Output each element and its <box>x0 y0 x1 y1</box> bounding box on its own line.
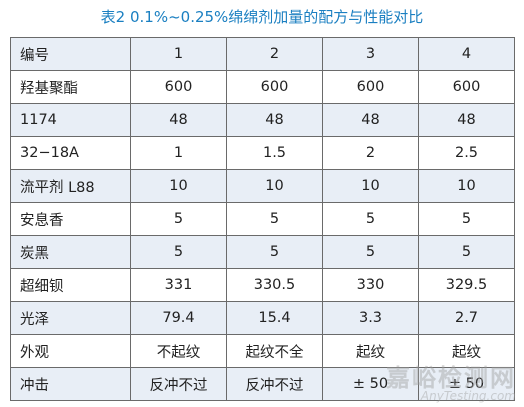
table-cell: 1.5 <box>226 136 323 170</box>
table-row: 冲击 反冲不过 反冲不过 ± 50 ± 50 <box>10 367 515 401</box>
table-cell: 48 <box>322 103 419 137</box>
table-cell: 起纹 <box>322 334 419 368</box>
row-label: 1174 <box>10 103 131 137</box>
table-cell: 5 <box>418 235 515 269</box>
table-cell: 331 <box>130 268 227 302</box>
header-cell-1: 1 <box>130 37 227 71</box>
table-cell: 330 <box>322 268 419 302</box>
table-row-header: 编号 1 2 3 4 <box>10 37 515 71</box>
formula-performance-table: 编号 1 2 3 4 羟基聚酯 600 600 600 600 1174 48 … <box>10 37 515 401</box>
row-label: 羟基聚酯 <box>10 70 131 104</box>
header-cell-2: 2 <box>226 37 323 71</box>
table-cell: 5 <box>226 202 323 236</box>
table-cell: 不起纹 <box>130 334 227 368</box>
table-row: 32−18A 1 1.5 2 2.5 <box>10 136 515 170</box>
table-cell: 5 <box>322 235 419 269</box>
table-cell: 48 <box>226 103 323 137</box>
table-row: 炭黑 5 5 5 5 <box>10 235 515 269</box>
table-cell: 15.4 <box>226 301 323 335</box>
table-cell: 5 <box>130 235 227 269</box>
table-cell: 10 <box>130 169 227 203</box>
row-label: 炭黑 <box>10 235 131 269</box>
table-cell: 10 <box>418 169 515 203</box>
table-cell: 1 <box>130 136 227 170</box>
table-row: 1174 48 48 48 48 <box>10 103 515 137</box>
table-row: 超细钡 331 330.5 330 329.5 <box>10 268 515 302</box>
table-cell: 2.7 <box>418 301 515 335</box>
table-cell: 330.5 <box>226 268 323 302</box>
table-cell: 48 <box>130 103 227 137</box>
row-label: 安息香 <box>10 202 131 236</box>
table-cell: ± 50 <box>418 367 515 401</box>
row-label: 超细钡 <box>10 268 131 302</box>
table-cell: 2 <box>322 136 419 170</box>
table-cell: 5 <box>130 202 227 236</box>
table-cell: 329.5 <box>418 268 515 302</box>
table-cell: 反冲不过 <box>130 367 227 401</box>
row-label: 光泽 <box>10 301 131 335</box>
table-cell: 10 <box>322 169 419 203</box>
table-cell: 48 <box>418 103 515 137</box>
table-cell: 起纹 <box>418 334 515 368</box>
row-label: 外观 <box>10 334 131 368</box>
table-cell: 5 <box>322 202 419 236</box>
table-row: 羟基聚酯 600 600 600 600 <box>10 70 515 104</box>
table-cell: 600 <box>130 70 227 104</box>
table-cell: 600 <box>418 70 515 104</box>
row-label: 流平剂 L88 <box>10 169 131 203</box>
table-cell: 5 <box>418 202 515 236</box>
table-cell: 600 <box>322 70 419 104</box>
row-label: 32−18A <box>10 136 131 170</box>
header-cell-3: 3 <box>322 37 419 71</box>
table-row: 安息香 5 5 5 5 <box>10 202 515 236</box>
table-cell: 3.3 <box>322 301 419 335</box>
table-cell: 5 <box>226 235 323 269</box>
table-cell: 2.5 <box>418 136 515 170</box>
table-row: 外观 不起纹 起纹不全 起纹 起纹 <box>10 334 515 368</box>
table-row: 光泽 79.4 15.4 3.3 2.7 <box>10 301 515 335</box>
header-cell-4: 4 <box>418 37 515 71</box>
table-title: 表2 0.1%~0.25%绵绵剂加量的配方与性能对比 <box>100 8 424 26</box>
table-cell: 79.4 <box>130 301 227 335</box>
table-cell: 10 <box>226 169 323 203</box>
header-cell-label: 编号 <box>10 37 131 71</box>
table-cell: 反冲不过 <box>226 367 323 401</box>
table-row: 流平剂 L88 10 10 10 10 <box>10 169 515 203</box>
table-cell: ± 50 <box>322 367 419 401</box>
row-label: 冲击 <box>10 367 131 401</box>
table-cell: 600 <box>226 70 323 104</box>
table-cell: 起纹不全 <box>226 334 323 368</box>
